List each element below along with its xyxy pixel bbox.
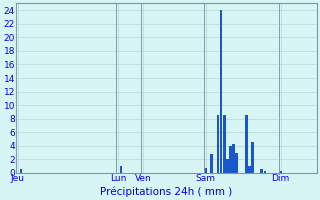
Bar: [120, 166, 123, 173]
Bar: [236, 153, 238, 173]
X-axis label: Précipitations 24h ( mm ): Précipitations 24h ( mm ): [100, 186, 233, 197]
Bar: [248, 166, 251, 173]
Bar: [211, 154, 213, 173]
Bar: [220, 10, 222, 173]
Bar: [20, 169, 22, 173]
Bar: [229, 146, 232, 173]
Bar: [251, 142, 254, 173]
Bar: [217, 115, 220, 173]
Bar: [232, 144, 235, 173]
Bar: [204, 168, 207, 173]
Bar: [226, 159, 229, 173]
Bar: [223, 115, 226, 173]
Bar: [245, 115, 247, 173]
Bar: [264, 171, 266, 173]
Bar: [260, 169, 263, 173]
Bar: [279, 171, 282, 173]
